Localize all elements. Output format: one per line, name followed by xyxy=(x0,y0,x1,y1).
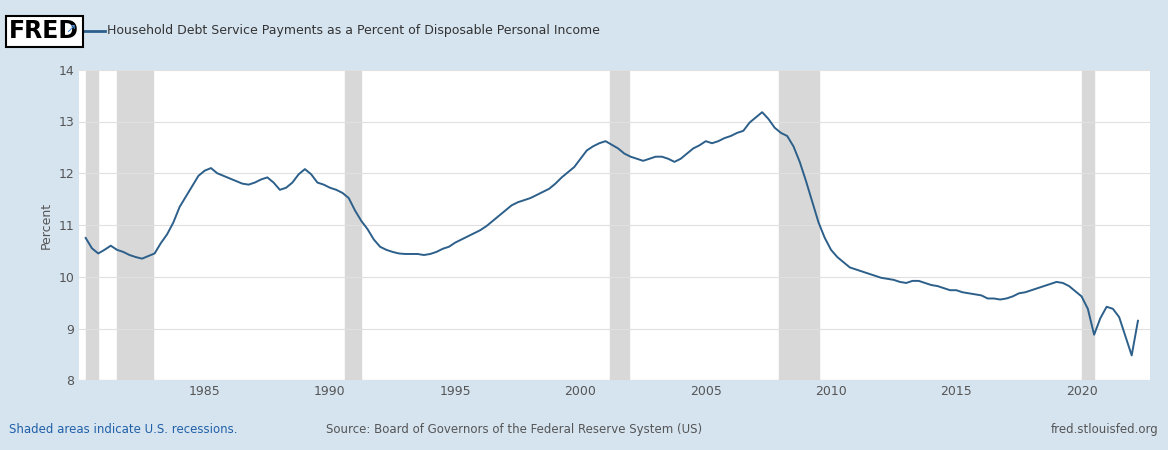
Bar xyxy=(345,70,361,380)
Bar xyxy=(1082,70,1094,380)
Y-axis label: Percent: Percent xyxy=(40,202,53,248)
Bar xyxy=(85,70,98,380)
Text: FRED: FRED xyxy=(9,19,79,44)
Bar xyxy=(779,70,819,380)
Text: Household Debt Service Payments as a Percent of Disposable Personal Income: Household Debt Service Payments as a Per… xyxy=(107,24,600,37)
Text: Source: Board of Governors of the Federal Reserve System (US): Source: Board of Governors of the Federa… xyxy=(326,423,702,436)
Text: fred.stlouisfed.org: fred.stlouisfed.org xyxy=(1051,423,1159,436)
Bar xyxy=(117,70,153,380)
Text: ↗: ↗ xyxy=(65,23,76,36)
Bar xyxy=(610,70,628,380)
Text: Shaded areas indicate U.S. recessions.: Shaded areas indicate U.S. recessions. xyxy=(9,423,238,436)
